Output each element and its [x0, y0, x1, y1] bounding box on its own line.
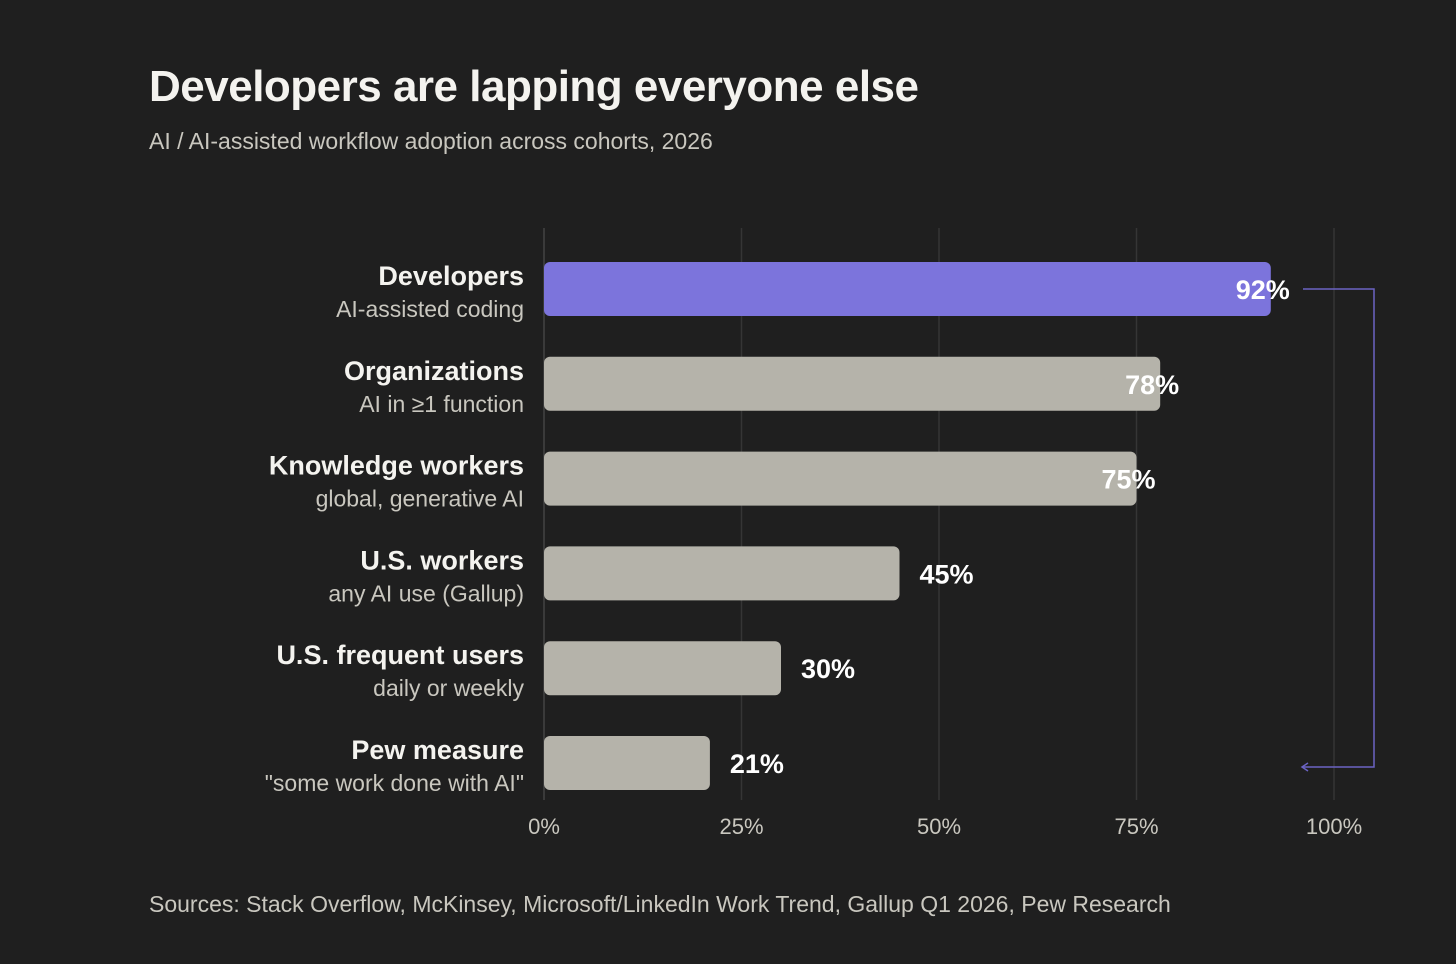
bracket-annotation: [1303, 288, 1375, 768]
value-label: 45%: [920, 559, 974, 589]
x-tick-label: 25%: [719, 814, 763, 839]
category-label: Knowledge workers: [269, 451, 524, 481]
category-sublabel: daily or weekly: [373, 675, 524, 701]
value-label: 92%: [1236, 275, 1290, 305]
bar: [544, 356, 1161, 411]
bar: [544, 546, 900, 601]
category-sublabel: "some work done with AI": [265, 770, 524, 796]
category-sublabel: AI-assisted coding: [336, 296, 524, 322]
bar: [544, 736, 710, 790]
x-tick-label: 0%: [528, 814, 560, 839]
category-sublabel: global, generative AI: [316, 486, 524, 512]
category-label: Pew measure: [351, 735, 524, 765]
value-label: 75%: [1101, 465, 1155, 495]
x-tick-label: 50%: [917, 814, 961, 839]
bar: [544, 451, 1137, 506]
chart-title: Developers are lapping everyone else: [149, 62, 919, 111]
chart-source: Sources: Stack Overflow, McKinsey, Micro…: [149, 891, 1171, 917]
category-label: U.S. workers: [360, 545, 524, 575]
bar: [544, 641, 781, 696]
chart-subtitle: AI / AI-assisted workflow adoption acros…: [149, 128, 713, 154]
category-label: U.S. frequent users: [276, 640, 524, 670]
value-label: 21%: [730, 749, 784, 779]
x-tick-label: 100%: [1306, 814, 1362, 839]
value-label: 30%: [801, 654, 855, 684]
category-sublabel: any AI use (Gallup): [328, 580, 524, 606]
arrow-left-icon: [1300, 762, 1309, 772]
value-label: 78%: [1125, 370, 1179, 400]
category-label: Organizations: [344, 356, 524, 386]
category-label: Developers: [378, 261, 524, 291]
x-tick-label: 75%: [1114, 814, 1158, 839]
category-sublabel: AI in ≥1 function: [359, 391, 524, 417]
bar: [544, 262, 1271, 316]
